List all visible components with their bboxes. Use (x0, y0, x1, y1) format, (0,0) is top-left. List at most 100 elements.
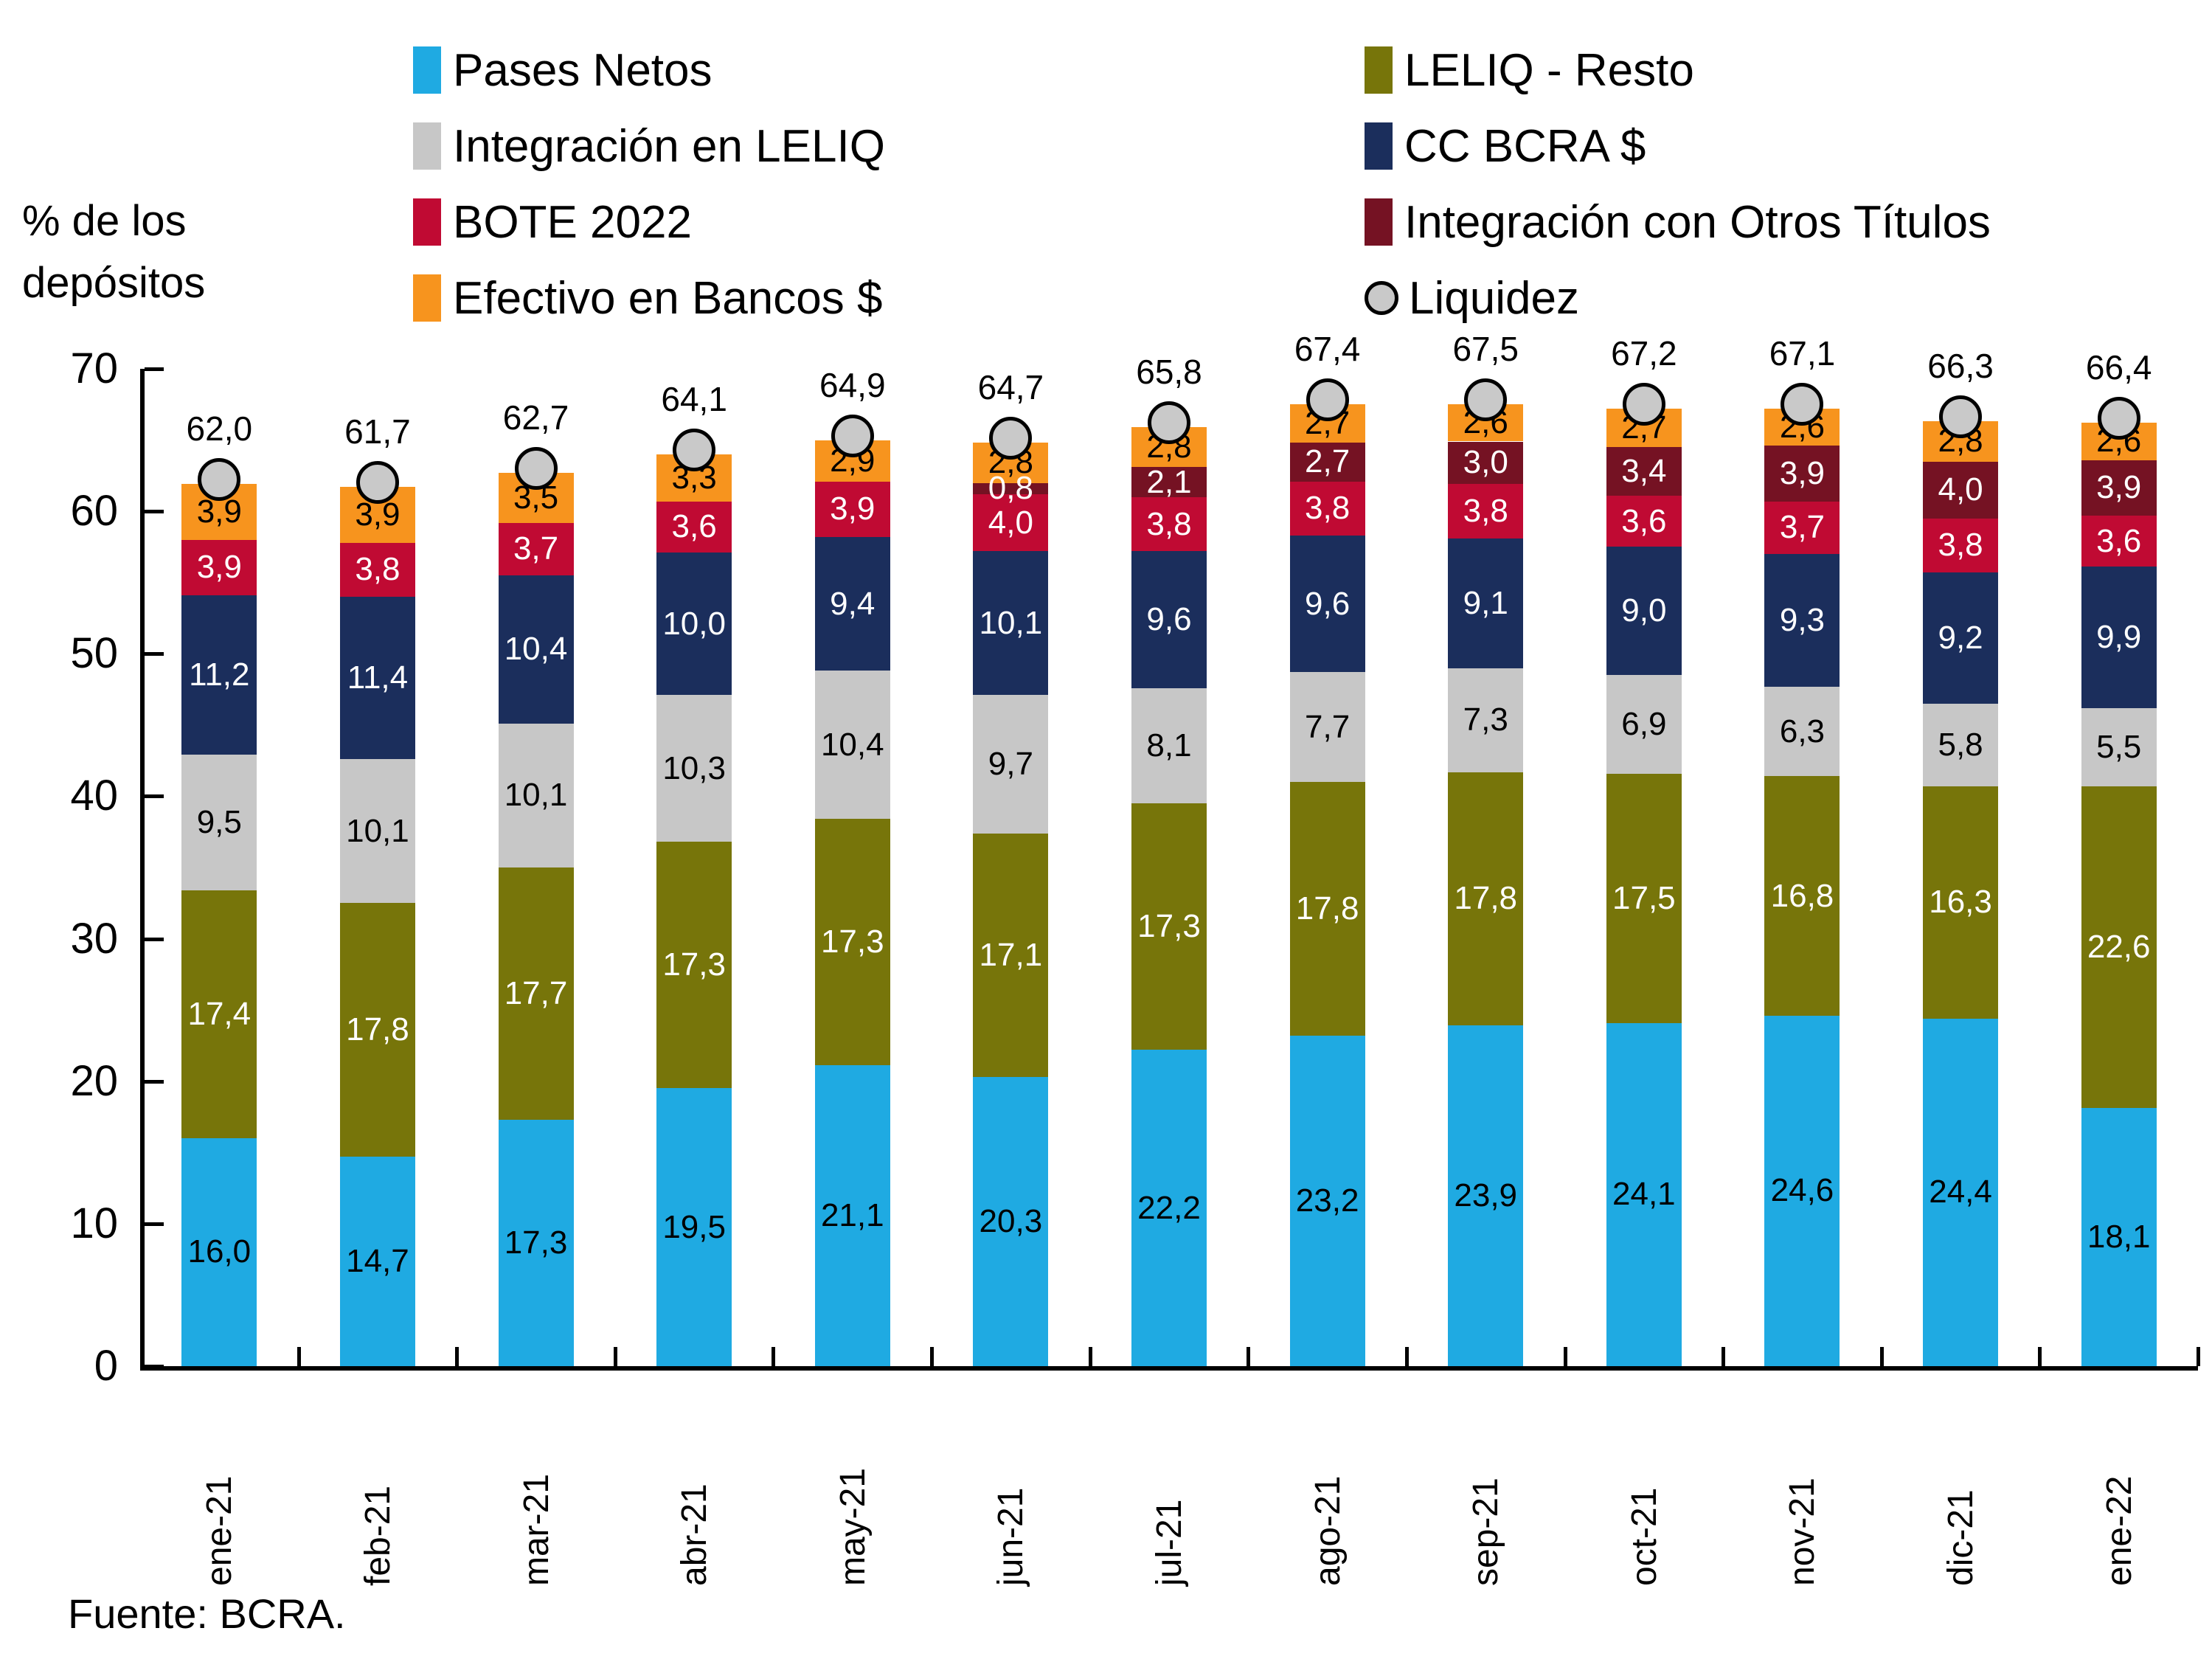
bar-value-label: 3,8 (1463, 493, 1508, 530)
bar-segment: 3,9 (181, 539, 257, 596)
legend-item: CC BCRA $ (1365, 114, 1646, 178)
bar-segment: 23,9 (1448, 1025, 1524, 1366)
liquidez-total-label: 64,7 (977, 368, 1044, 407)
bar-value-label: 6,9 (1621, 705, 1667, 742)
x-tick (2038, 1347, 2042, 1366)
bar-segment: 2,7 (1289, 443, 1365, 482)
x-tick (1404, 1347, 1409, 1366)
bar-value-label: 9,4 (830, 585, 876, 622)
liquidez-total-label: 64,9 (819, 365, 886, 404)
bar-value-label: 16,3 (1929, 884, 1992, 921)
bar-value-label: 3,8 (1938, 527, 1983, 564)
bar-segment: 10,4 (498, 575, 574, 724)
bar-value-label: 17,5 (1612, 879, 1676, 916)
bar-value-label: 0,8 (988, 470, 1033, 507)
bar-value-label: 16,0 (187, 1233, 252, 1270)
bar-value-label: 9,6 (1305, 585, 1351, 622)
legend-item: BOTE 2022 (413, 190, 692, 254)
bar-value-label: 9,5 (196, 804, 242, 841)
bar-value-label: 17,3 (1137, 908, 1201, 945)
x-axis-label: ene-21 (200, 1475, 240, 1586)
x-axis-line (140, 1366, 2198, 1371)
legend-item: Efectivo en Bancos $ (413, 266, 882, 330)
bar-segment: 22,6 (2081, 786, 2157, 1109)
bar-value-label: 21,1 (820, 1197, 884, 1234)
bar-value-label: 10,4 (504, 631, 568, 668)
x-tick (1563, 1347, 1567, 1366)
bar-segment: 17,3 (814, 819, 890, 1066)
bar-segment: 17,3 (656, 842, 732, 1089)
bar-segment: 17,8 (1289, 782, 1365, 1036)
legend-swatch-icon (1365, 122, 1393, 170)
bar-segment: 3,4 (1606, 447, 1682, 496)
bar-segment: 22,2 (1131, 1050, 1207, 1366)
bar-value-label: 24,1 (1612, 1176, 1676, 1213)
x-tick (1088, 1347, 1092, 1366)
liquidez-total-label: 66,3 (1927, 347, 1994, 386)
liquidez-marker (989, 417, 1033, 460)
legend-swatch-icon (413, 122, 441, 170)
liquidez-total-label: 62,0 (186, 409, 253, 448)
bar-value-label: 17,7 (504, 974, 568, 1011)
bar-value-label: 16,8 (1770, 877, 1834, 914)
x-axis-label: ago-21 (1308, 1475, 1348, 1586)
bar-value-label: 17,8 (1295, 890, 1359, 927)
bar-value-label: 17,3 (662, 946, 726, 983)
bar-segment: 9,0 (1606, 547, 1682, 676)
liquidez-marker (356, 461, 399, 505)
y-tick-label: 30 (70, 914, 118, 963)
legend-label: Pases Netos (453, 44, 713, 96)
legend-swatch-icon (413, 198, 441, 246)
bar-value-label: 18,1 (2087, 1219, 2151, 1255)
y-axis-line (140, 369, 145, 1366)
bar-segment: 9,4 (814, 536, 890, 671)
y-tick-label: 40 (70, 772, 118, 820)
bar-segment: 3,7 (1764, 501, 1840, 555)
bar-segment: 3,0 (1448, 441, 1524, 485)
liquidez-total-label: 67,5 (1452, 330, 1519, 369)
bar-value-label: 9,7 (988, 745, 1033, 782)
bar-segment: 24,6 (1764, 1015, 1840, 1366)
bar-segment: 17,4 (181, 890, 257, 1138)
bar-segment: 7,7 (1289, 672, 1365, 783)
y-tick (145, 1079, 164, 1084)
bar-value-label: 10,1 (346, 812, 409, 849)
bar-value-label: 24,4 (1929, 1174, 1992, 1211)
y-axis-title: % de los depósitos (22, 197, 206, 308)
bar-segment: 3,8 (1289, 481, 1365, 536)
bar-value-label: 9,9 (2096, 619, 2142, 656)
bar-segment: 14,7 (339, 1157, 415, 1366)
bar-segment: 17,3 (1131, 803, 1207, 1050)
bar-value-label: 17,3 (820, 924, 884, 960)
bar-segment: 3,8 (1923, 518, 1999, 573)
bar-segment: 9,7 (973, 695, 1049, 834)
bar-segment: 3,8 (339, 542, 415, 598)
bar-value-label: 9,6 (1146, 600, 1192, 637)
bar-segment: 17,3 (498, 1119, 574, 1366)
bar-segment: 10,0 (656, 553, 732, 696)
bar-value-label: 9,1 (1463, 584, 1508, 621)
bar-segment: 3,6 (656, 501, 732, 553)
liquidez-total-label: 67,4 (1294, 330, 1361, 369)
x-tick (613, 1347, 617, 1366)
source-note: Fuente: BCRA. (68, 1590, 346, 1637)
bar-value-label: 10,3 (662, 749, 726, 786)
bar-segment: 9,6 (1131, 551, 1207, 688)
x-tick (930, 1347, 935, 1366)
bar-segment: 8,1 (1131, 688, 1207, 804)
bar-value-label: 17,8 (1454, 880, 1518, 917)
bar-segment: 3,7 (498, 522, 574, 576)
bar-value-label: 8,1 (1146, 727, 1192, 763)
legend-item: Integración con Otros Títulos (1365, 190, 1991, 254)
x-tick (772, 1347, 776, 1366)
bar-value-label: 10,1 (504, 777, 568, 814)
legend-item: Pases Netos (413, 38, 713, 102)
bar-segment: 17,8 (1448, 772, 1524, 1026)
bar-value-label: 4,0 (1938, 471, 1983, 508)
bar-segment: 23,2 (1289, 1035, 1365, 1366)
bar-value-label: 24,6 (1770, 1172, 1834, 1209)
bar-value-label: 3,9 (1779, 454, 1826, 491)
liquidez-marker (2097, 397, 2140, 440)
x-axis-label: nov-21 (1783, 1478, 1823, 1586)
